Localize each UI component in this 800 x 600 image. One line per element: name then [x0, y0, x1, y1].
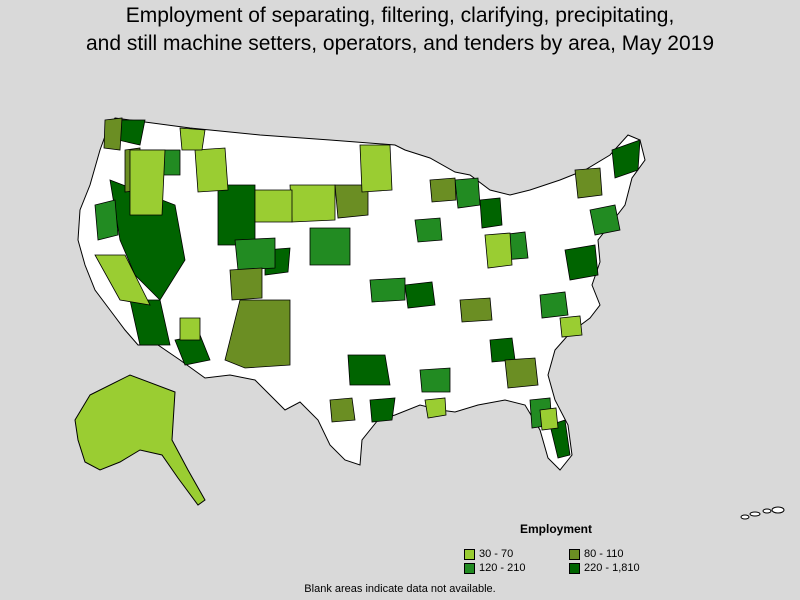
patches-80-110	[103, 117, 603, 423]
legend: Employment 30 - 70 80 - 110 120 - 210 22…	[462, 520, 672, 575]
legend-title: Employment	[520, 522, 593, 536]
footnote: Blank areas indicate data not available.	[304, 583, 496, 595]
patches-30-70	[94, 127, 583, 431]
patches-220-1810	[109, 119, 641, 459]
legend-label-120-210: 120 - 210	[479, 562, 526, 574]
legend-swatch-120-210	[464, 562, 475, 574]
legend-item-80-110: 80 - 110	[569, 548, 624, 560]
alaska-outline	[74, 374, 206, 506]
patches-120-210	[94, 149, 621, 429]
legend-label-220-1810: 220 - 1,810	[584, 562, 640, 574]
legend-label-80-110: 80 - 110	[584, 548, 624, 560]
title-line-2: and still machine setters, operators, an…	[85, 32, 714, 55]
legend-item-220-1810: 220 - 1,810	[569, 562, 640, 574]
legend-swatch-30-70	[464, 548, 475, 560]
hawaii-islands	[740, 506, 785, 520]
legend-swatch-220-1810	[569, 562, 580, 574]
legend-swatch-80-110	[569, 548, 580, 560]
legend-item-120-210: 120 - 210	[464, 562, 525, 574]
legend-label-30-70: 30 - 70	[479, 548, 514, 560]
title-line-1: Employment of separating, filtering, cla…	[125, 4, 675, 27]
legend-item-30-70: 30 - 70	[464, 548, 513, 560]
map-title: Employment of separating, filtering, cla…	[0, 2, 800, 58]
area-patches	[94, 117, 641, 459]
